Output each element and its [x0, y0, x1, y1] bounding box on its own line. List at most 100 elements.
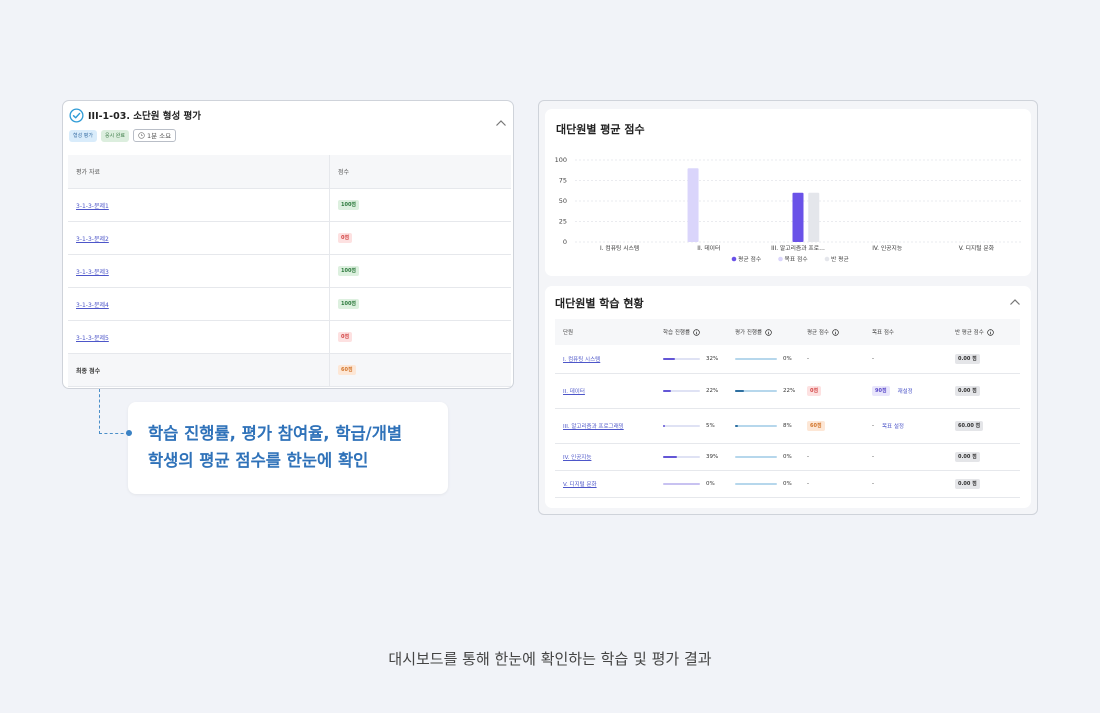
material-link[interactable]: 3-1-3-문제5 [76, 334, 109, 342]
info-icon[interactable] [693, 328, 700, 336]
col-goal: 목표 점수 [872, 330, 894, 336]
col-learn: 학습 진행률 [663, 319, 700, 345]
eval-percent: 0% [783, 481, 792, 487]
final-score-badge: 60점 [338, 365, 356, 375]
table-row: V. 디지털 문화 0% 0% - - 0.00 점 [555, 471, 1020, 498]
header-material: 평가 자료 [68, 155, 330, 188]
material-link[interactable]: 3-1-3-문제4 [76, 301, 109, 309]
bar-목표 점수 [687, 168, 699, 242]
avg-score-value: - [807, 454, 809, 460]
unit-link[interactable]: II. 데이터 [563, 389, 585, 395]
score-badge: 0점 [338, 233, 353, 243]
legend-label: 반 평균 [831, 255, 850, 263]
eval-progress-bar [735, 456, 777, 458]
material-link[interactable]: 3-1-3-문제2 [76, 235, 109, 243]
callout-line-2: 학생의 평균 점수를 한눈에 확인 [148, 451, 369, 470]
learn-progress-bar [663, 456, 700, 458]
x-tick-label: IV. 인공지능 [872, 244, 903, 252]
legend-label: 목표 점수 [785, 256, 809, 263]
bar-평균 점수 [792, 192, 804, 242]
unit-link[interactable]: I. 컴퓨팅 시스템 [563, 357, 601, 363]
x-tick-label: V. 디지털 문화 [959, 244, 995, 252]
eval-percent: 0% [783, 454, 792, 460]
class-avg-badge: 0.00 점 [955, 452, 980, 462]
material-link[interactable]: 3-1-3-문제1 [76, 202, 109, 210]
callout-box: 학습 진행률, 평가 참여율, 학급/개별 학생의 평균 점수를 한눈에 확인 [128, 402, 448, 494]
score-badge: 100점 [338, 200, 360, 210]
learn-percent: 22% [706, 388, 719, 394]
table-row: I. 컴퓨팅 시스템 32% 0% - - 0.00 점 [555, 345, 1020, 374]
bar-반 평균 [808, 192, 820, 242]
table-row: 3-1-3-문제1 100점 [68, 189, 511, 222]
y-tick-label: 100 [555, 156, 567, 164]
learn-percent: 32% [706, 356, 719, 362]
learn-progress-bar [663, 358, 700, 360]
chevron-up-icon[interactable] [1009, 298, 1021, 306]
class-avg-badge: 60.00 점 [955, 421, 984, 431]
eval-percent: 0% [783, 356, 792, 362]
status-tag: 응시 완료 [101, 129, 129, 142]
col-avg: 평균 점수 [807, 319, 839, 345]
assessment-card: III-1-03. 소단원 형성 평가 형성 평가 응시 완료 1분 소요 평가… [62, 100, 514, 389]
learn-percent: 39% [706, 454, 719, 460]
avg-score-badge: 0점 [807, 386, 822, 396]
y-tick-label: 25 [559, 218, 567, 226]
goal-score-value: - [872, 481, 874, 487]
col-class-avg: 반 평균 점수 [955, 319, 994, 345]
goal-score-value: - [872, 423, 874, 429]
avg-score-value: - [807, 481, 809, 487]
score-badge: 100점 [338, 266, 360, 276]
info-icon[interactable] [765, 328, 772, 336]
col-unit: 단원 [563, 330, 574, 336]
status-header-row: 단원 학습 진행률 평가 진행률 평균 점수 목표 점수 반 평균 점수 [555, 319, 1020, 345]
y-tick-label: 75 [559, 177, 567, 185]
x-tick-label: III. 알고리즘과 프로… [771, 244, 825, 252]
table-row: 3-1-3-문제3 100점 [68, 255, 511, 288]
eval-progress-bar [735, 358, 777, 360]
header-score: 점수 [338, 169, 350, 176]
learn-progress-bar [663, 390, 700, 392]
footer-caption: 대시보드를 통해 한눈에 확인하는 학습 및 평가 결과 [388, 650, 712, 668]
class-avg-badge: 0.00 점 [955, 479, 980, 489]
legend-swatch [824, 256, 830, 262]
col-eval: 평가 진행률 [735, 319, 772, 345]
eval-percent: 22% [783, 388, 796, 394]
class-avg-badge: 0.00 점 [955, 354, 980, 364]
table-row: 3-1-3-문제2 0점 [68, 222, 511, 255]
goal-set-link[interactable]: 목표 설정 [882, 424, 904, 430]
info-icon[interactable] [987, 328, 994, 336]
score-badge: 100점 [338, 299, 360, 309]
dashboard-panel: 대단원별 평균 점수 0 25 50 75 100 I. 컴퓨팅 시스템 II. 데이터 II… [538, 100, 1038, 515]
table-row: III. 알고리즘과 프로그래밍 5% 8% 60점 - 목표 설정 60.00 점 [555, 409, 1020, 444]
avg-score-value: - [807, 356, 809, 362]
score-badge: 0점 [338, 332, 353, 342]
table-final-row: 최종 점수 60점 [68, 354, 511, 387]
callout-connector [99, 389, 129, 434]
eval-progress-bar [735, 425, 777, 427]
info-icon[interactable] [832, 328, 839, 336]
goal-set-link[interactable]: 재설정 [897, 389, 913, 395]
unit-link[interactable]: V. 디지털 문화 [563, 482, 597, 488]
goal-score-badge: 90점 [872, 386, 890, 396]
legend-swatch [778, 256, 783, 262]
learn-progress-bar [663, 483, 700, 485]
unit-link[interactable]: III. 알고리즘과 프로그래밍 [563, 424, 624, 430]
material-link[interactable]: 3-1-3-문제3 [76, 268, 109, 276]
table-row: II. 데이터 22% 22% 0점 90점 재설정 0.00 점 [555, 374, 1020, 409]
status-title: 대단원별 학습 현황 [555, 297, 644, 310]
learn-percent: 0% [706, 481, 715, 487]
unit-link[interactable]: IV. 인공지능 [563, 455, 592, 461]
final-label: 최종 점수 [68, 354, 330, 386]
table-row: 3-1-3-문제4 100점 [68, 288, 511, 321]
status-table: 단원 학습 진행률 평가 진행률 평균 점수 목표 점수 반 평균 점수 I. … [555, 319, 1020, 498]
eval-progress-bar [735, 483, 777, 485]
eval-percent: 8% [783, 423, 792, 429]
table-row: 3-1-3-문제5 0점 [68, 321, 511, 354]
assessment-tags: 형성 평가 응시 완료 1분 소요 [69, 129, 177, 142]
chevron-up-icon[interactable] [495, 119, 507, 127]
avg-score-chart-card: 대단원별 평균 점수 0 25 50 75 100 I. 컴퓨팅 시스템 II. 데이터 II… [545, 109, 1031, 276]
avg-score-badge: 60점 [807, 421, 825, 431]
chart-title: 대단원별 평균 점수 [556, 123, 645, 136]
time-tag: 1분 소요 [133, 129, 177, 142]
learn-percent: 5% [706, 423, 715, 429]
